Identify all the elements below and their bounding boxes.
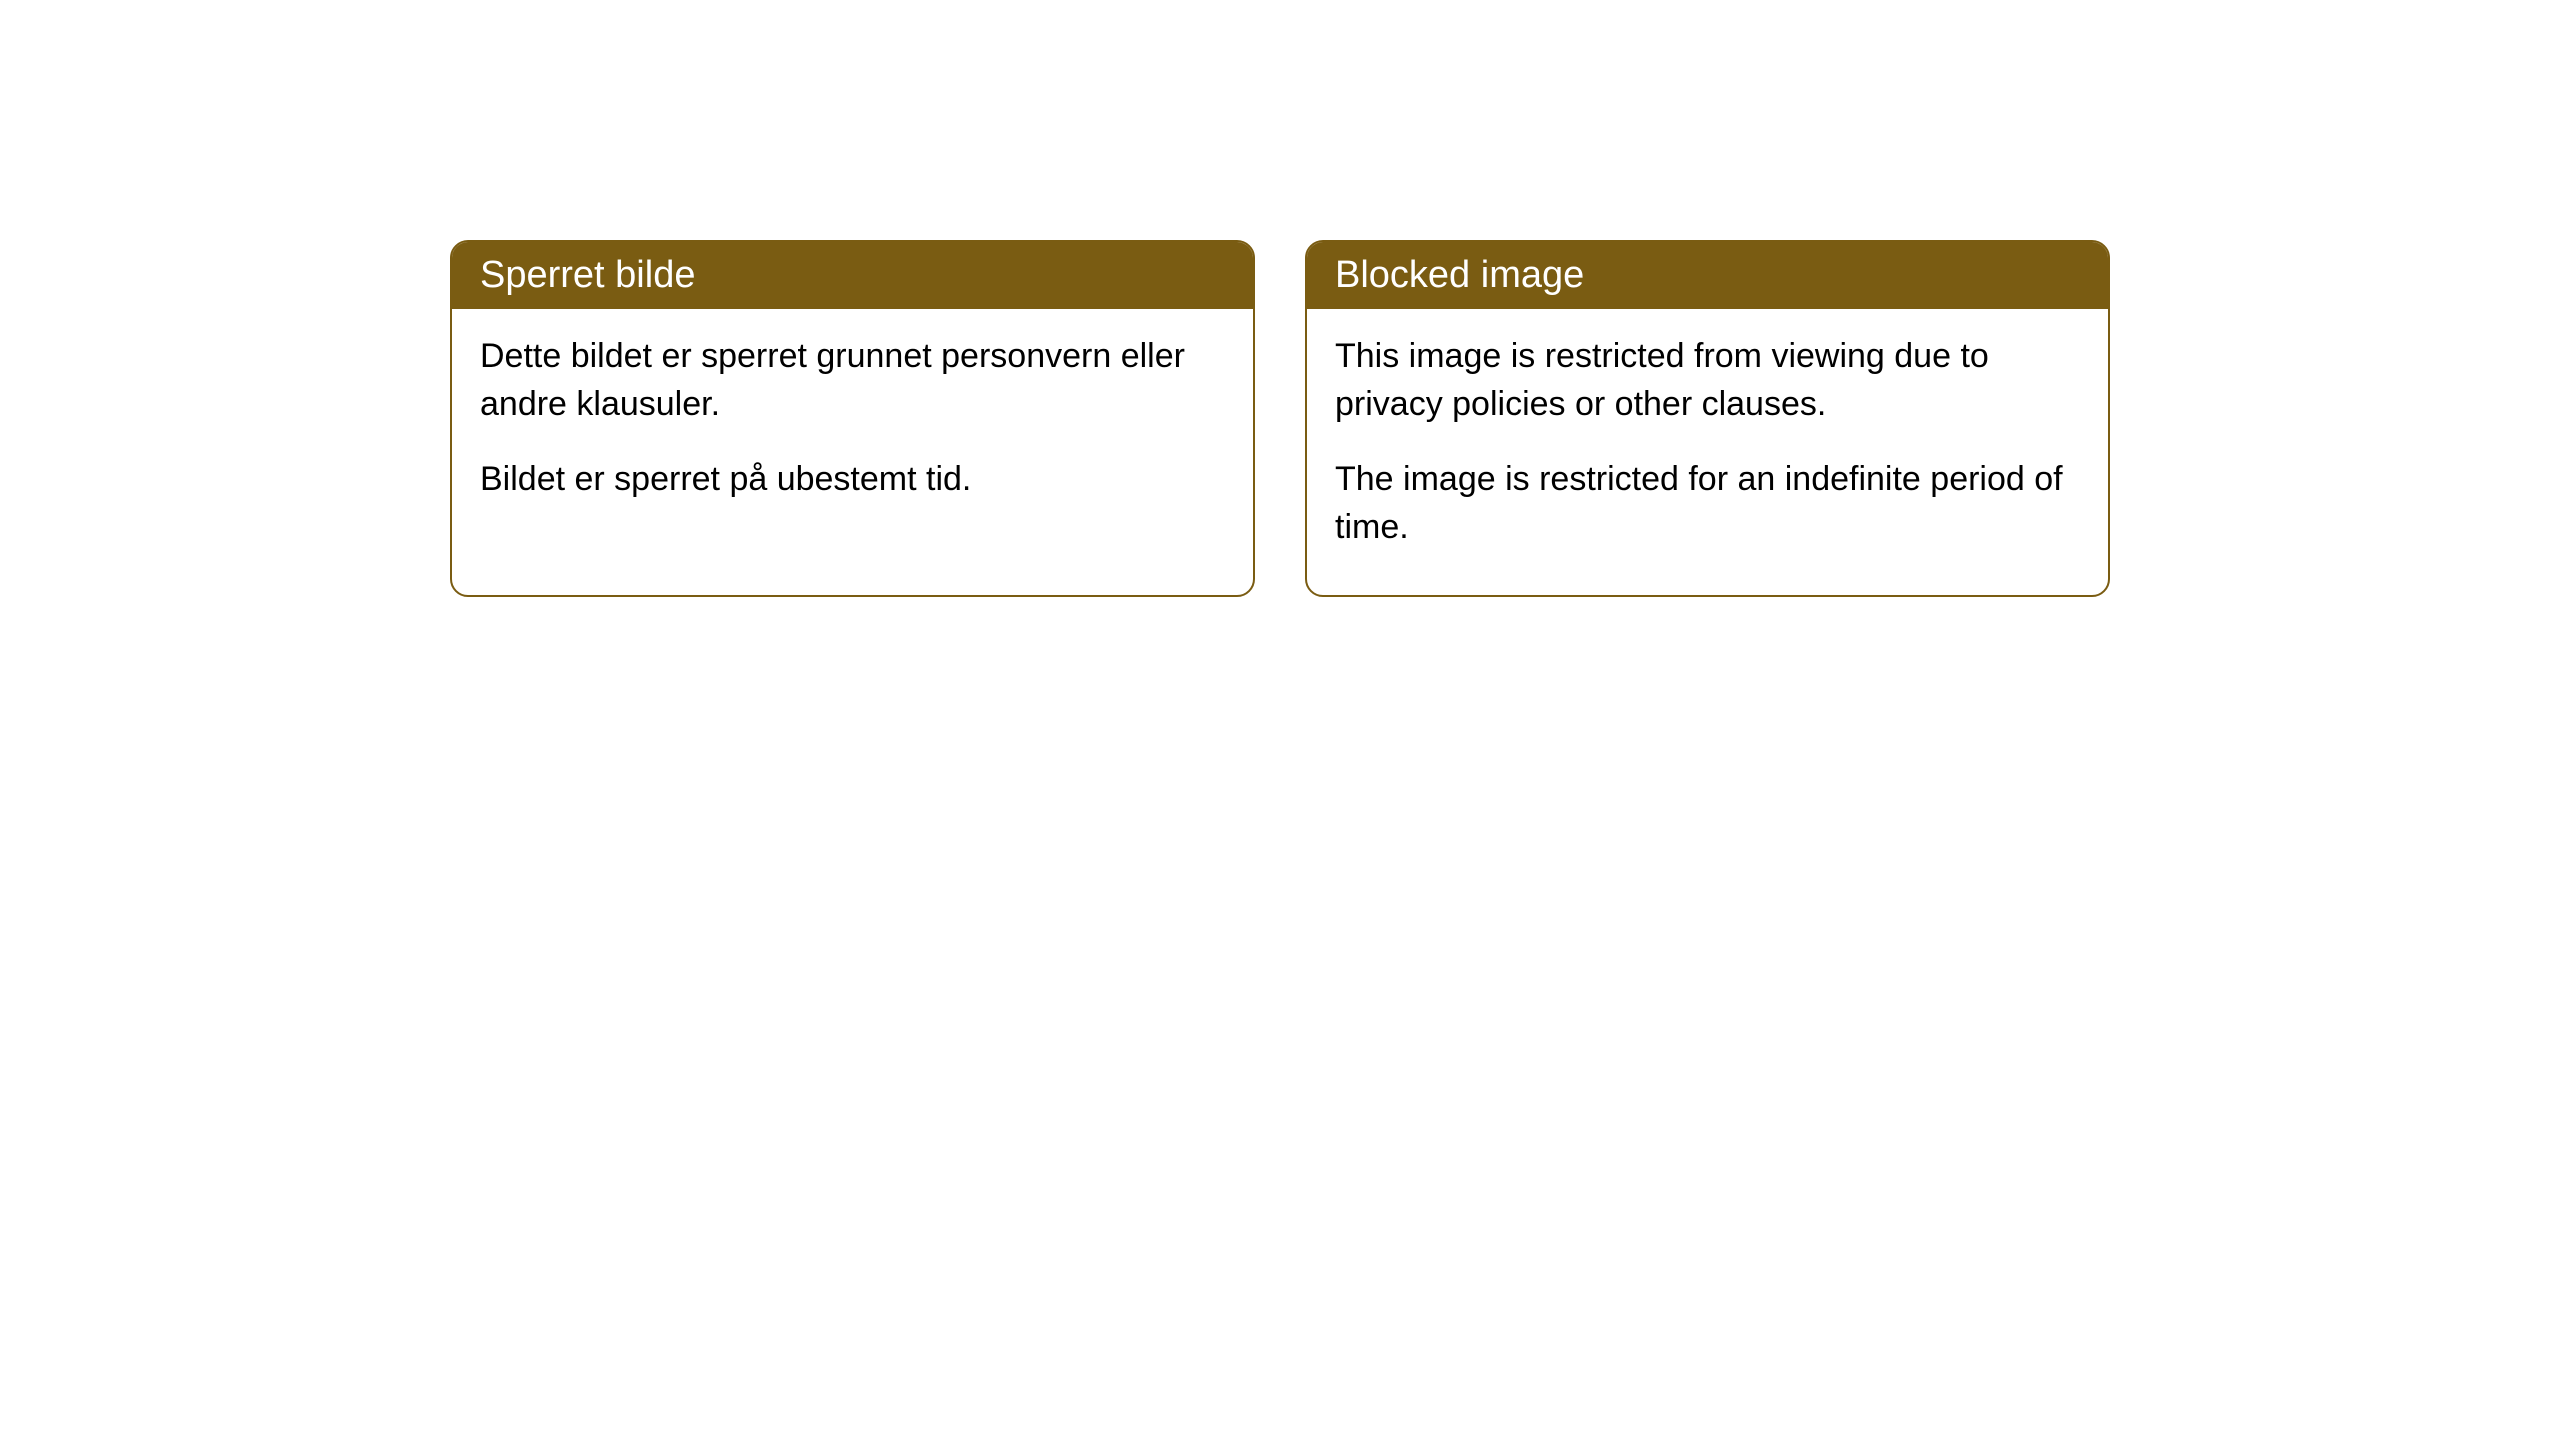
- card-paragraph2-english: The image is restricted for an indefinit…: [1335, 456, 2080, 551]
- card-body-english: This image is restricted from viewing du…: [1307, 309, 2108, 595]
- cards-container: Sperret bilde Dette bildet er sperret gr…: [450, 240, 2110, 597]
- card-paragraph1-norwegian: Dette bildet er sperret grunnet personve…: [480, 333, 1225, 428]
- card-header-english: Blocked image: [1307, 242, 2108, 309]
- card-body-norwegian: Dette bildet er sperret grunnet personve…: [452, 309, 1253, 548]
- card-header-norwegian: Sperret bilde: [452, 242, 1253, 309]
- card-english: Blocked image This image is restricted f…: [1305, 240, 2110, 597]
- card-title-english: Blocked image: [1335, 254, 1584, 296]
- card-paragraph2-norwegian: Bildet er sperret på ubestemt tid.: [480, 456, 1225, 504]
- card-paragraph1-english: This image is restricted from viewing du…: [1335, 333, 2080, 428]
- card-title-norwegian: Sperret bilde: [480, 254, 695, 296]
- card-norwegian: Sperret bilde Dette bildet er sperret gr…: [450, 240, 1255, 597]
